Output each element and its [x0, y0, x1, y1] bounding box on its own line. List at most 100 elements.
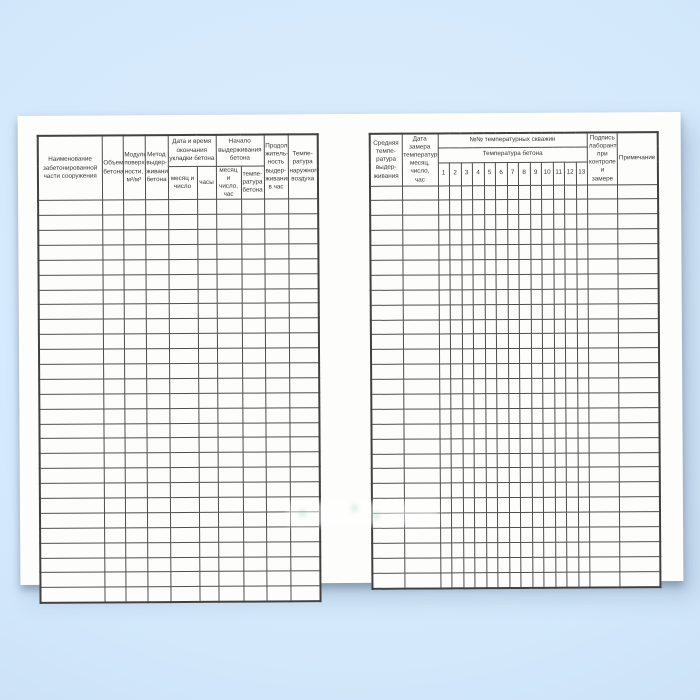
empty-cell: [554, 437, 567, 453]
empty-cell: [507, 289, 520, 305]
empty-cell: [497, 557, 510, 573]
empty-cell: [198, 437, 218, 453]
empty-cell: [168, 199, 198, 215]
empty-cell: [618, 303, 659, 319]
empty-cell: [496, 408, 509, 424]
empty-cell: [404, 527, 441, 544]
empty-cell: [438, 304, 451, 320]
empty-cell: [618, 362, 659, 378]
empty-cell: [104, 527, 126, 543]
empty-cell: [542, 303, 554, 319]
empty-cell: [495, 214, 508, 230]
empty-cell: [530, 214, 542, 230]
table-row: [371, 347, 659, 365]
empty-cell: [102, 334, 124, 350]
empty-cell: [439, 468, 452, 484]
empty-cell: [542, 274, 554, 290]
empty-cell: [103, 438, 125, 454]
empty-cell: [264, 288, 289, 304]
empty-cell: [554, 348, 566, 364]
empty-cell: [242, 407, 266, 423]
empty-cell: [497, 512, 510, 528]
empty-cell: [242, 482, 266, 498]
empty-cell: [402, 259, 439, 276]
col-group-curing-start: Начало выдерживания бетона: [215, 134, 264, 166]
empty-cell: [265, 407, 290, 423]
empty-cell: [169, 363, 199, 379]
empty-cell: [372, 543, 405, 559]
table-row: [370, 243, 659, 261]
empty-cell: [288, 258, 319, 274]
empty-cell: [530, 184, 542, 200]
table-row: [370, 228, 658, 246]
empty-cell: [264, 258, 289, 274]
empty-cell: [218, 556, 244, 572]
empty-cell: [509, 542, 521, 558]
empty-cell: [531, 408, 543, 424]
empty-cell: [461, 289, 474, 305]
empty-cell: [554, 393, 566, 409]
empty-cell: [619, 541, 660, 557]
empty-cell: [124, 408, 147, 424]
empty-cell: [588, 363, 619, 379]
empty-cell: [463, 527, 475, 543]
empty-cell: [554, 452, 567, 468]
empty-cell: [197, 288, 217, 304]
empty-cell: [542, 378, 555, 394]
empty-cell: [371, 498, 405, 514]
empty-cell: [265, 496, 291, 512]
empty-cell: [370, 319, 403, 335]
empty-cell: [404, 557, 441, 573]
empty-cell: [543, 527, 556, 543]
empty-cell: [241, 288, 265, 304]
empty-cell: [463, 512, 475, 528]
empty-cell: [199, 556, 219, 572]
empty-cell: [496, 274, 508, 290]
empty-cell: [450, 274, 462, 290]
empty-cell: [553, 259, 566, 275]
empty-cell: [103, 497, 125, 513]
empty-cell: [588, 392, 619, 408]
empty-cell: [102, 200, 124, 216]
empty-cell: [543, 437, 555, 453]
left-table-body: [38, 198, 321, 604]
empty-cell: [473, 304, 485, 320]
empty-cell: [103, 453, 125, 469]
empty-cell: [402, 304, 439, 320]
col-header-curing-start-temp: темпе- ратура бетона: [240, 165, 265, 200]
empty-cell: [576, 244, 589, 260]
empty-cell: [484, 289, 497, 305]
empty-cell: [497, 453, 509, 469]
empty-cell: [520, 542, 533, 558]
empty-cell: [450, 408, 463, 424]
empty-cell: [450, 349, 463, 365]
empty-cell: [39, 363, 104, 380]
empty-cell: [530, 318, 543, 334]
empty-cell: [520, 572, 533, 588]
empty-cell: [124, 438, 147, 454]
empty-cell: [485, 348, 497, 364]
empty-cell: [532, 542, 544, 558]
empty-cell: [553, 199, 565, 215]
empty-cell: [403, 379, 440, 395]
empty-cell: [530, 244, 542, 260]
empty-cell: [508, 393, 520, 409]
empty-cell: [40, 572, 105, 588]
empty-cell: [543, 557, 556, 572]
empty-cell: [169, 422, 199, 439]
empty-cell: [371, 483, 404, 499]
table-row: [39, 407, 320, 424]
empty-cell: [241, 318, 265, 334]
empty-cell: [124, 497, 147, 513]
empty-cell: [370, 185, 403, 201]
empty-cell: [103, 423, 125, 439]
empty-cell: [496, 333, 509, 349]
table-row: [371, 481, 660, 499]
empty-cell: [242, 467, 266, 483]
empty-cell: [618, 273, 659, 289]
empty-cell: [520, 438, 532, 453]
empty-cell: [370, 200, 403, 216]
empty-cell: [123, 199, 146, 215]
empty-cell: [124, 453, 147, 469]
empty-cell: [473, 378, 486, 394]
